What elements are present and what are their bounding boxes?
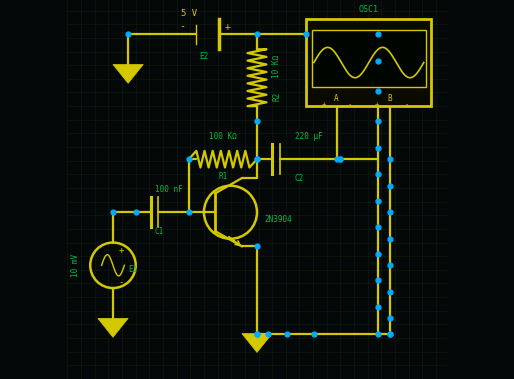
Text: 10 mV: 10 mV [70,254,80,277]
Text: 100 nF: 100 nF [155,185,182,194]
Text: R2: R2 [272,92,281,101]
Bar [306,19,431,106]
Text: E1: E1 [128,265,137,274]
Text: +: + [321,101,326,107]
Text: 220 µF: 220 µF [295,132,323,141]
Polygon shape [113,64,143,83]
Text: +: + [225,22,231,31]
Text: -: - [348,101,352,107]
Text: 100 KΩ: 100 KΩ [209,132,237,141]
Bar [312,30,426,87]
Text: -: - [405,101,409,107]
Text: C2: C2 [295,174,304,183]
Text: +: + [119,246,124,255]
Text: 2N3904: 2N3904 [265,215,292,224]
Text: 5 V: 5 V [181,9,197,18]
Text: 10 KΩ: 10 KΩ [272,55,281,78]
Text: -: - [119,278,124,287]
Text: R1: R1 [218,172,228,181]
Polygon shape [98,318,128,337]
Text: OSC1: OSC1 [359,5,379,14]
Text: -: - [179,22,185,31]
Text: B: B [388,94,392,103]
Text: +: + [375,101,379,107]
Text: A: A [334,94,339,103]
Text: E2: E2 [199,52,209,61]
Text: C1: C1 [155,227,164,236]
Polygon shape [242,334,272,352]
